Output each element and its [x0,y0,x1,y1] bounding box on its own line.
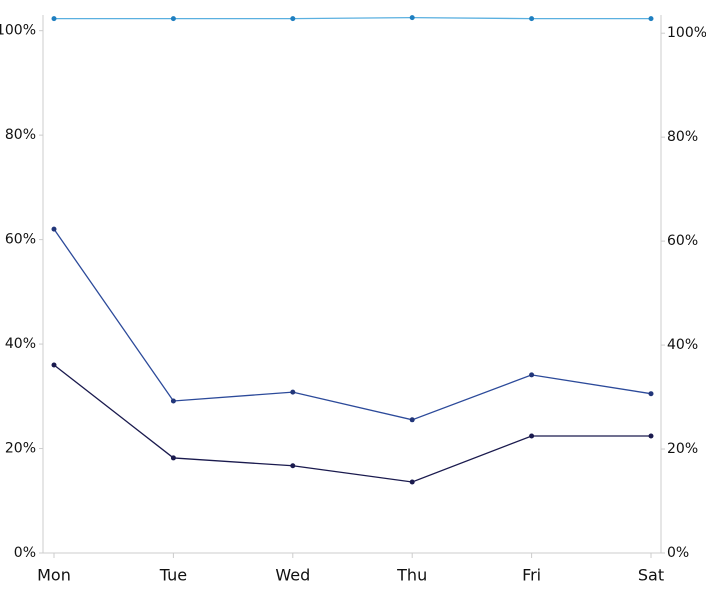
data-point [529,433,535,439]
y-tick-label: 60% [5,232,36,248]
y-tick-label: 80% [5,127,36,143]
y2-tick-label: 40% [667,337,698,353]
y2-tick-label: 80% [667,129,698,145]
series-line [53,228,652,421]
data-point [51,16,57,22]
data-point [290,16,296,22]
y-tick-label: 40% [5,336,36,352]
y2-tick-label: 60% [667,233,698,249]
y-tick-label: 100% [0,23,36,39]
data-point [170,398,176,404]
data-point [409,479,415,485]
data-point [170,455,176,461]
data-point [648,433,654,439]
data-point [648,16,654,22]
y2-tick-label: 100% [667,25,706,41]
x-tick-label: Mon [37,566,71,585]
y2-tick-label: 20% [667,441,698,457]
x-tick-label: Fri [522,566,541,585]
y2-tick-label: 0% [667,545,689,561]
series-line [53,364,651,483]
data-point [529,372,535,378]
data-point [290,463,296,469]
x-tick-label: Wed [275,566,310,585]
data-point [290,389,296,395]
x-tick-label: Sat [638,566,664,585]
data-point [529,16,535,22]
series-line [54,16,651,20]
data-point [51,226,57,232]
x-tick-label: Thu [396,566,427,585]
y-tick-label: 0% [14,545,36,561]
data-point [170,16,176,22]
x-tick-label: Tue [159,566,187,585]
data-point [648,391,654,397]
data-point [409,15,415,21]
y-tick-label: 20% [5,441,36,457]
data-point [409,417,415,423]
data-point [51,362,57,368]
